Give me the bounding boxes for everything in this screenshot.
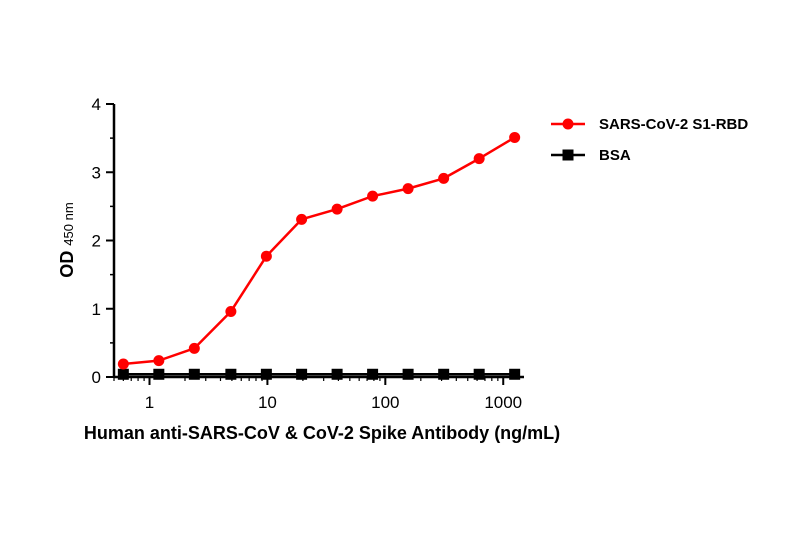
series-layer [117, 131, 521, 380]
data-point-square [331, 368, 343, 380]
data-point-circle [509, 131, 521, 143]
data-point-circle [367, 190, 379, 202]
y-tick-label: 2 [92, 232, 101, 251]
data-point-square [296, 368, 308, 380]
x-tick-label: 10 [258, 393, 277, 412]
data-point-square [402, 368, 414, 380]
x-tick-label: 1 [145, 393, 154, 412]
legend-marker-square [562, 149, 574, 161]
x-tick-label: 100 [371, 393, 399, 412]
y-tick-label: 4 [92, 95, 101, 114]
legend-label: BSA [599, 147, 631, 164]
y-tick-label: 0 [92, 368, 101, 387]
data-point-circle [438, 172, 450, 184]
data-point-square [509, 368, 521, 380]
data-point-square [438, 368, 450, 380]
y-tick-label: 3 [92, 163, 101, 182]
y-axis-title-main: OD [57, 251, 77, 278]
data-point-circle [296, 213, 308, 225]
data-point-square [260, 368, 272, 380]
data-point-square [117, 368, 129, 380]
y-axis-title: OD 450 nm [57, 202, 77, 277]
y-axis-title-sub: 450 nm [61, 202, 76, 245]
data-point-circle [188, 342, 200, 354]
series-line [123, 136, 516, 366]
legend-marker-circle [562, 118, 574, 130]
legend-label: SARS-CoV-2 S1-RBD [599, 116, 748, 133]
data-point-circle [225, 305, 237, 317]
data-point-square [188, 368, 200, 380]
data-point-square [225, 368, 237, 380]
data-point-circle [260, 250, 272, 262]
y-axis-ticks: 0 1 2 3 4 [92, 95, 114, 387]
data-point-circle [117, 358, 129, 370]
data-point-square [367, 368, 379, 380]
x-tick-label: 1000 [484, 393, 522, 412]
x-axis-title: Human anti-SARS-CoV & CoV-2 Spike Antibo… [84, 423, 560, 443]
legend: SARS-CoV-2 S1-RBD BSA [551, 116, 748, 164]
y-tick-label: 1 [92, 300, 101, 319]
data-point-circle [402, 183, 414, 195]
axes [112, 104, 524, 379]
data-point-square [153, 368, 165, 380]
data-point-circle [153, 355, 165, 367]
x-axis-ticks: 1 10 100 1000 [113, 377, 522, 412]
data-point-square [473, 368, 485, 380]
data-point-circle [331, 203, 343, 215]
data-point-circle [473, 153, 485, 165]
